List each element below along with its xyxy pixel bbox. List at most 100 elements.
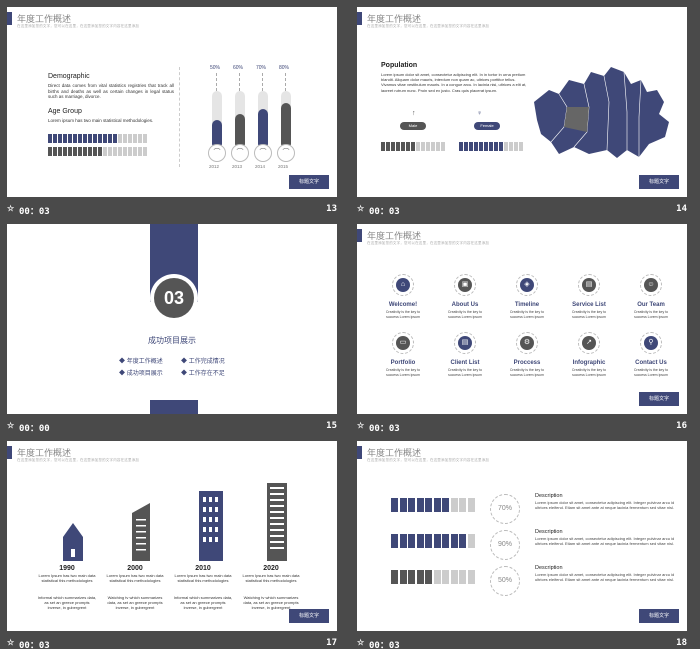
feature-icon-ring[interactable]: ▤ <box>454 332 476 354</box>
cap-icon: ⌒ <box>208 144 226 162</box>
title-tag[interactable]: 标题文字 <box>289 609 329 623</box>
person-icon <box>138 134 142 143</box>
person-icon <box>58 134 62 143</box>
person-icon <box>93 147 97 156</box>
person-icon <box>53 134 57 143</box>
caption-14: ☆ 00：03 14 <box>357 200 687 218</box>
title-tag[interactable]: 标题文字 <box>289 175 329 189</box>
feature-icon-ring[interactable]: ↗ <box>578 332 600 354</box>
person-icon <box>138 147 142 156</box>
person-icon <box>391 142 395 151</box>
person-icon <box>459 498 466 512</box>
section-title: 成功项目展示 <box>148 336 196 345</box>
feature-label: Welcome! <box>388 302 418 308</box>
male-icon: ↑ <box>412 110 416 117</box>
male-label: Male <box>400 122 426 130</box>
feature-text: Creativity is the key to success Lorem i… <box>385 368 421 377</box>
person-icon <box>401 142 405 151</box>
canada-map <box>534 67 669 158</box>
year-label: 2020 <box>263 565 279 572</box>
feature-text: Creativity is the key to success Lorem i… <box>509 368 545 377</box>
title-tag[interactable]: 标题文字 <box>639 392 679 406</box>
person-icon <box>123 147 127 156</box>
person-icon <box>484 142 488 151</box>
person-icon <box>133 147 137 156</box>
person-icon <box>519 142 523 151</box>
cap-icon: ⌒ <box>254 144 272 162</box>
slide-timer: 00：00 <box>19 424 50 434</box>
person-icon <box>459 534 466 548</box>
feature-icon-ring[interactable]: ☺ <box>640 274 662 296</box>
feature-text: Creativity is the key to success Lorem i… <box>571 310 607 319</box>
person-icon <box>408 570 415 584</box>
year-desc-2: Informal which summarizes data, as set a… <box>37 595 97 610</box>
person-icon <box>494 142 498 151</box>
person-icon <box>68 134 72 143</box>
person-icon <box>48 134 52 143</box>
person-icon <box>450 570 458 584</box>
building-2000 <box>132 503 150 561</box>
thermometer-fill <box>235 114 245 149</box>
demographic-text: Direct data comes from vital statistics … <box>48 83 174 99</box>
caption-17: ☆ 00：03 17 <box>7 634 337 649</box>
feature-label: Service List <box>572 302 606 308</box>
title-tag[interactable]: 标题文字 <box>639 609 679 623</box>
feature-icon: ▭ <box>396 336 410 350</box>
feature-icon-ring[interactable]: ⚲ <box>640 332 662 354</box>
person-icon <box>469 142 473 151</box>
person-icon <box>391 498 398 512</box>
feature-icon: ⚲ <box>644 336 658 350</box>
feature-icon-ring[interactable]: ▤ <box>578 274 600 296</box>
slide-17[interactable]: 年度工作概述 在这里添加您的文字，您可以在这里，在这里添加您的文字内容在这里添加… <box>7 441 337 631</box>
feature-icon-ring[interactable]: ⌂ <box>392 274 414 296</box>
feature-icon-ring[interactable]: ◈ <box>516 274 538 296</box>
slide-timer: 00：03 <box>369 424 400 434</box>
footer-bar <box>150 400 198 414</box>
feature-icon-ring[interactable]: ▣ <box>454 274 476 296</box>
slide-16[interactable]: 年度工作概述 在这里添加您的文字，您可以在这里，在这里添加您的文字内容在这里添加… <box>357 224 687 414</box>
thermometer-fill <box>258 109 268 149</box>
people-row-2 <box>48 147 148 156</box>
people-row <box>391 534 476 548</box>
feature-icon-ring[interactable]: ▭ <box>392 332 414 354</box>
feature-icon: ◈ <box>520 278 534 292</box>
bar-year-label: 2014 <box>255 164 266 169</box>
slide-timer: 00：03 <box>369 641 400 649</box>
header-accent-bar <box>7 446 12 459</box>
feature-label: About Us <box>451 302 479 308</box>
person-icon <box>426 142 430 151</box>
person-icon <box>474 142 478 151</box>
year-label: 2000 <box>127 565 143 572</box>
slide-number: 13 <box>326 204 337 214</box>
person-icon <box>58 147 62 156</box>
person-icon <box>53 147 57 156</box>
person-icon <box>73 134 77 143</box>
person-icon <box>73 147 77 156</box>
bullet-icon: ◆ <box>119 359 126 365</box>
person-icon <box>479 142 483 151</box>
year-desc: Lorem Ipsum has two main data statistica… <box>174 573 232 583</box>
people-row-1 <box>48 134 148 143</box>
person-icon <box>83 147 87 156</box>
year-desc: Lorem Ipsum has two main data statistica… <box>242 573 300 583</box>
feature-icon-ring[interactable]: ⚙ <box>516 332 538 354</box>
section-item-label: 成功项目展示 <box>126 371 163 377</box>
thermometer-tube <box>212 91 222 149</box>
feature-text: Creativity is the key to success Lorem i… <box>509 310 545 319</box>
slide-number: 14 <box>676 204 687 214</box>
person-icon <box>408 534 415 548</box>
person-icon <box>123 134 127 143</box>
person-icon <box>450 534 458 548</box>
title-tag[interactable]: 标题文字 <box>639 175 679 189</box>
slide-18[interactable]: 年度工作概述 在这里添加您的文字，您可以在这里，在这里添加您的文字内容在这里添加… <box>357 441 687 631</box>
slide-15[interactable]: 03 成功项目展示 ◆ 年度工作概述 ◆ 工作完成情况 ◆ 成功项目展示 ◆ 工… <box>7 224 337 414</box>
slide-14[interactable]: 年度工作概述 在这里添加您的文字，您可以在这里，在这里添加您的文字内容在这里添加… <box>357 7 687 197</box>
slide-subtitle: 在这里添加您的文字，您可以在这里，在这里添加您的文字内容在这里添加 <box>367 458 490 462</box>
feature-icon: ⚙ <box>520 336 534 350</box>
slide-13[interactable]: 年度工作概述 在这里添加您的文字，您可以在这里，在这里添加您的文字内容在这里添加… <box>7 7 337 197</box>
person-icon <box>467 534 475 548</box>
section-item-label: 工作完成情况 <box>188 359 225 365</box>
person-icon <box>118 147 122 156</box>
bar-percent-label: 70% <box>256 65 267 71</box>
person-icon <box>442 570 449 584</box>
